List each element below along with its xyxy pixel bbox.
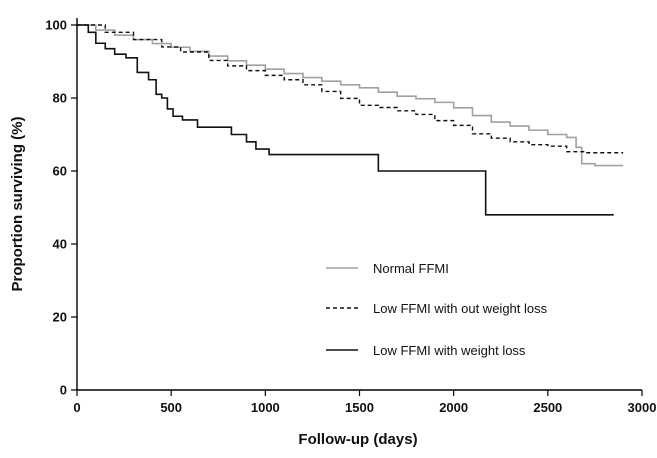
series-line-low-ffmi-with-out-weight-loss xyxy=(77,24,624,154)
legend-label-low-ffmi-without-weight-loss: Low FFMI with out weight loss xyxy=(373,301,548,316)
x-axis-ticks: 0 500 1000 1500 2000 2500 3000 xyxy=(73,390,656,415)
x-tick-label: 3000 xyxy=(628,400,657,415)
series-line-normal-ffmi xyxy=(77,24,624,167)
x-tick-label: 500 xyxy=(160,400,182,415)
y-tick-label: 100 xyxy=(45,18,67,33)
y-axis-title: Proportion surviving (%) xyxy=(9,116,26,291)
x-tick-label: 0 xyxy=(73,400,80,415)
x-tick-label: 1000 xyxy=(251,400,280,415)
x-tick-label: 2500 xyxy=(533,400,562,415)
x-tick-label: 1500 xyxy=(345,400,374,415)
y-tick-label: 40 xyxy=(53,237,67,252)
x-axis-title: Follow-up (days) xyxy=(298,431,417,448)
y-axis-ticks: 0 20 40 60 80 100 xyxy=(45,18,77,398)
legend: Normal FFMI Low FFMI with out weight los… xyxy=(326,261,548,358)
plot-area xyxy=(77,24,624,216)
legend-label-low-ffmi-with-weight-loss: Low FFMI with weight loss xyxy=(373,343,526,358)
y-tick-label: 60 xyxy=(53,164,67,179)
y-tick-label: 80 xyxy=(53,91,67,106)
y-tick-label: 0 xyxy=(60,383,67,398)
y-tick-label: 20 xyxy=(53,310,67,325)
legend-label-normal-ffmi: Normal FFMI xyxy=(373,261,449,276)
x-tick-label: 2000 xyxy=(439,400,468,415)
series-line-low-ffmi-with-weight-loss xyxy=(77,24,614,216)
